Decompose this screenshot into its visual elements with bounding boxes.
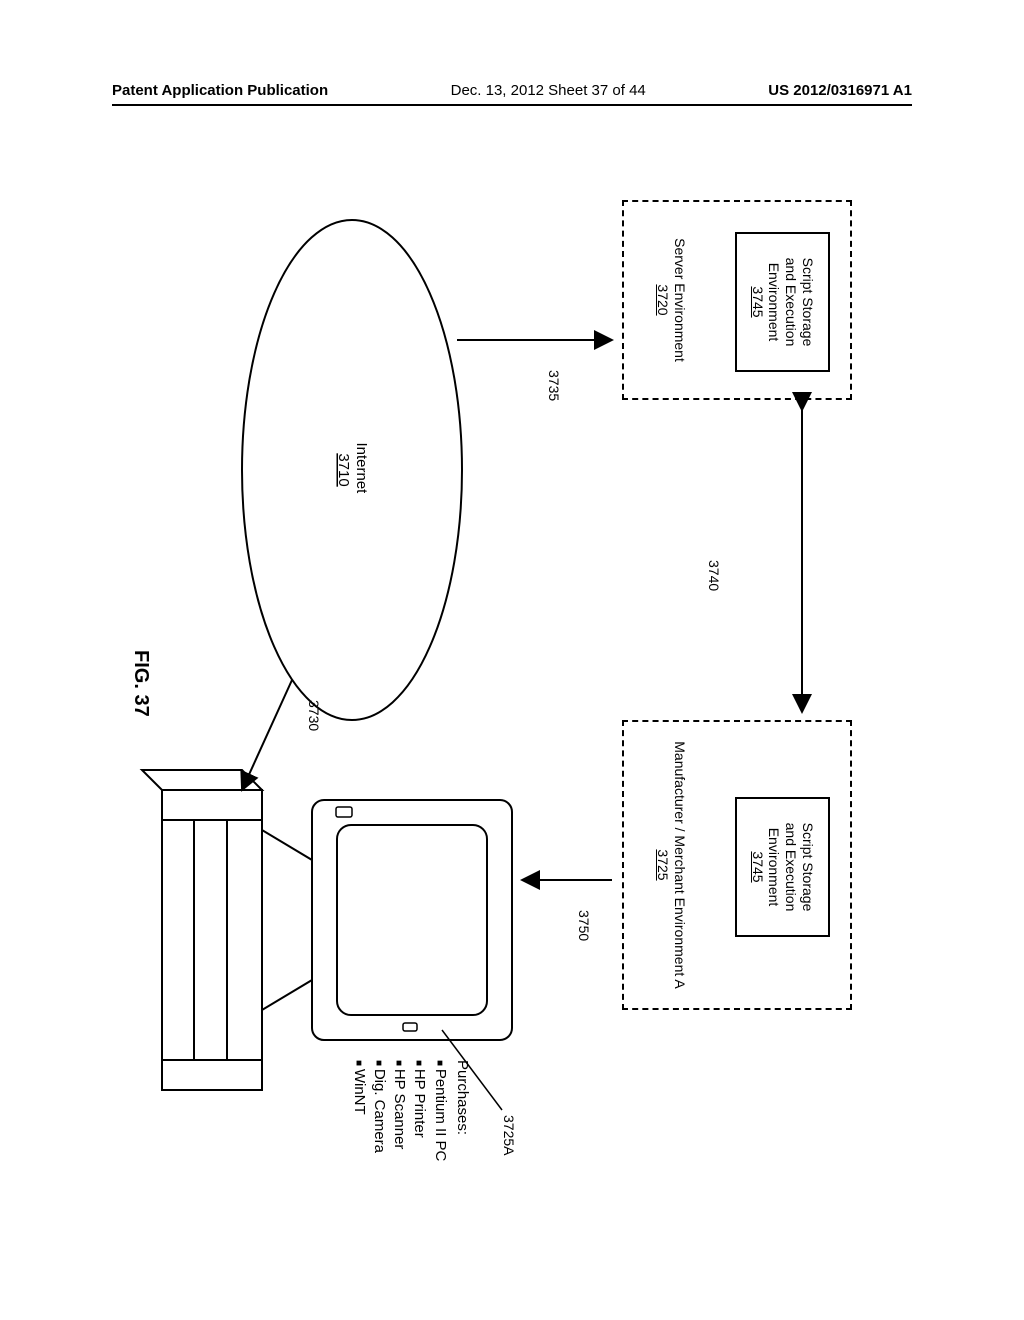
header-center: Dec. 13, 2012 Sheet 37 of 44 — [451, 82, 646, 99]
merchant-script-l3: Environment — [766, 828, 783, 907]
server-script-l3: Environment — [766, 263, 783, 342]
ref-3730: 3730 — [306, 700, 322, 731]
server-script-ref: 3745 — [749, 286, 766, 317]
page: Patent Application Publication Dec. 13, … — [0, 0, 1024, 1320]
header-left: Patent Application Publication — [112, 82, 328, 99]
figure-canvas: Script Storage and Execution Environment… — [112, 160, 912, 1240]
server-script-l2: and Execution — [783, 258, 800, 347]
server-script-box: Script Storage and Execution Environment… — [735, 232, 830, 372]
ref-3740: 3740 — [706, 560, 722, 591]
svg-text:Internet 3710: Internet 3710 — [335, 442, 370, 497]
figure-caption: FIG. 37 — [129, 650, 152, 717]
figure-rotated-container: Script Storage and Execution Environment… — [0, 300, 1024, 1100]
merchant-env-label: Manufacturer / Merchant Environment A 37… — [654, 722, 688, 1008]
page-header: Patent Application Publication Dec. 13, … — [112, 82, 912, 99]
merchant-script-box: Script Storage and Execution Environment… — [735, 797, 830, 937]
purchase-item: HP Printer — [409, 1060, 429, 1161]
merchant-script-l1: Script Storage — [799, 823, 816, 912]
ref-3735: 3735 — [546, 370, 562, 401]
purchase-item: HP Scanner — [389, 1060, 409, 1161]
purchases-panel: Purchases: Pentium II PC HP Printer HP S… — [349, 1060, 473, 1161]
merchant-script-ref: 3745 — [749, 851, 766, 882]
header-divider — [112, 104, 912, 106]
ref-3725A: 3725A — [501, 1115, 517, 1155]
ref-3750: 3750 — [576, 910, 592, 941]
merchant-environment-box: Script Storage and Execution Environment… — [622, 720, 852, 1010]
server-env-label: Server Environment 3720 — [654, 202, 688, 398]
purchase-item: WinNT — [349, 1060, 369, 1161]
purchases-list: Pentium II PC HP Printer HP Scanner Dig.… — [349, 1060, 450, 1161]
purchases-title: Purchases: — [452, 1060, 472, 1161]
merchant-script-l2: and Execution — [783, 823, 800, 912]
header-right: US 2012/0316971 A1 — [768, 82, 912, 99]
server-script-l1: Script Storage — [799, 258, 816, 347]
purchase-item: Dig. Camera — [369, 1060, 389, 1161]
server-environment-box: Script Storage and Execution Environment… — [622, 200, 852, 400]
purchase-item: Pentium II PC — [430, 1060, 450, 1161]
